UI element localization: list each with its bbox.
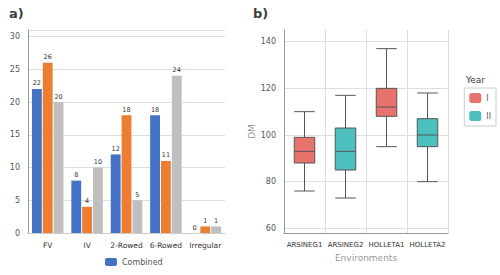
svg-text:24: 24 <box>173 66 181 74</box>
svg-text:60: 60 <box>266 224 276 233</box>
svg-text:10: 10 <box>94 158 102 166</box>
svg-text:IV: IV <box>83 241 91 250</box>
svg-text:6-Rowed: 6-Rowed <box>150 241 183 250</box>
svg-text:12: 12 <box>112 145 120 153</box>
svg-text:22: 22 <box>33 79 41 87</box>
svg-text:II: II <box>486 112 491 121</box>
svg-text:0: 0 <box>192 224 196 232</box>
svg-text:25: 25 <box>10 65 20 74</box>
svg-text:30: 30 <box>10 32 20 41</box>
svg-text:ARSINEG1: ARSINEG1 <box>287 241 323 249</box>
svg-text:a): a) <box>9 6 24 21</box>
svg-text:ARSINEG2: ARSINEG2 <box>328 241 364 249</box>
svg-text:20: 20 <box>10 98 20 107</box>
svg-text:Irregular: Irregular <box>189 241 222 250</box>
svg-text:1: 1 <box>203 217 207 225</box>
svg-text:FV: FV <box>43 241 53 250</box>
svg-text:5: 5 <box>135 191 139 199</box>
svg-text:4: 4 <box>85 197 89 205</box>
svg-text:20: 20 <box>54 93 62 101</box>
svg-text:80: 80 <box>266 177 276 186</box>
svg-text:1: 1 <box>214 217 218 225</box>
svg-text:DM: DM <box>247 124 257 139</box>
svg-text:11: 11 <box>162 151 170 159</box>
svg-text:0: 0 <box>15 229 20 238</box>
svg-text:b): b) <box>253 6 268 21</box>
svg-text:140: 140 <box>261 37 276 46</box>
svg-text:HOLLETA1: HOLLETA1 <box>369 241 405 249</box>
svg-text:10: 10 <box>10 163 20 172</box>
svg-text:I: I <box>486 94 488 103</box>
svg-text:100: 100 <box>261 131 276 140</box>
svg-text:18: 18 <box>151 106 159 114</box>
svg-text:Year: Year <box>465 75 485 85</box>
svg-text:HOLLETA2: HOLLETA2 <box>410 241 446 249</box>
svg-text:2-Rowed: 2-Rowed <box>110 241 143 250</box>
svg-text:5: 5 <box>15 196 20 205</box>
svg-text:Environments: Environments <box>335 253 397 263</box>
svg-text:120: 120 <box>261 84 276 93</box>
svg-text:8: 8 <box>74 171 78 179</box>
svg-text:15: 15 <box>10 130 20 139</box>
svg-text:Combined: Combined <box>122 258 163 267</box>
svg-text:18: 18 <box>122 106 130 114</box>
svg-text:26: 26 <box>44 53 52 61</box>
